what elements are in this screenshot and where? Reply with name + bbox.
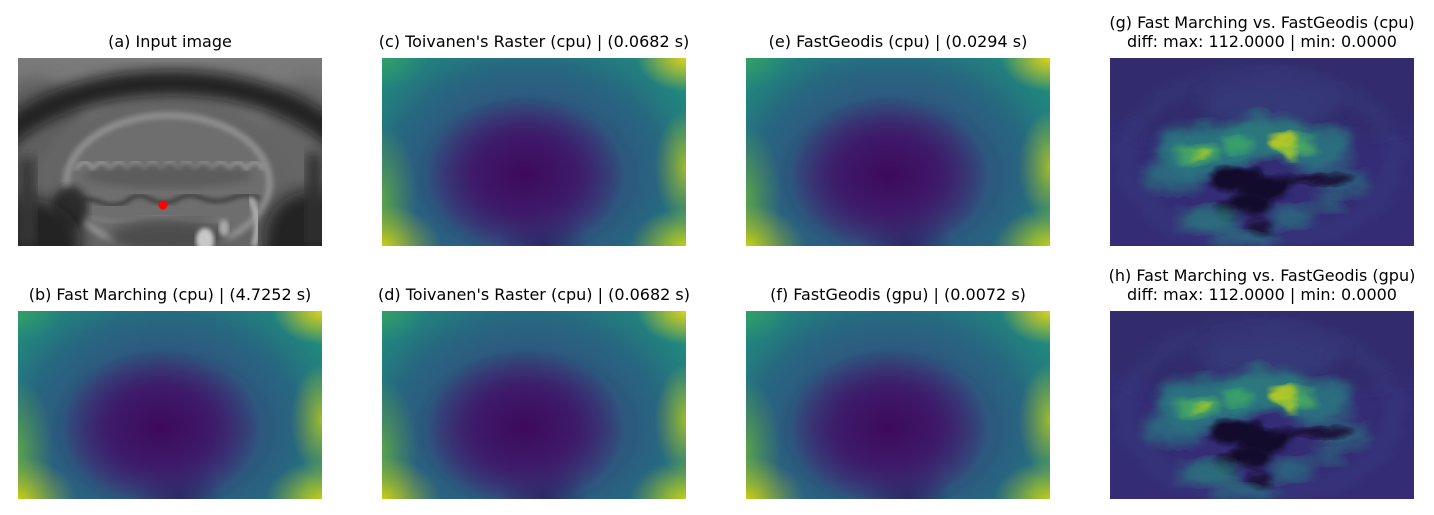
subplot-a-title-line: (a) Input image — [108, 32, 232, 51]
subplot-d: (d) Toivanen's Raster (cpu) | (0.0682 s) — [378, 285, 690, 499]
subplot-b: (b) Fast Marching (cpu) | (4.7252 s) — [18, 285, 322, 499]
subplot-g-title: (g) Fast Marching vs. FastGeodis (cpu) d… — [1109, 13, 1414, 51]
subplot-d-title: (d) Toivanen's Raster (cpu) | (0.0682 s) — [378, 285, 690, 304]
distance-map-gradient — [746, 311, 1050, 499]
subplot-f-title: (f) FastGeodis (gpu) | (0.0072 s) — [770, 285, 1026, 304]
subplot-e: (e) FastGeodis (cpu) | (0.0294 s) — [746, 32, 1050, 246]
subplot-c: (c) Toivanen's Raster (cpu) | (0.0682 s) — [379, 32, 689, 246]
distance-map-image — [746, 58, 1050, 246]
subplot-h: (h) Fast Marching vs. FastGeodis (gpu) d… — [1109, 266, 1415, 499]
subplot-g: (g) Fast Marching vs. FastGeodis (cpu) d… — [1109, 13, 1415, 246]
distance-map-gradient — [18, 311, 322, 499]
distance-map-image — [18, 311, 322, 499]
subplot-c-title: (c) Toivanen's Raster (cpu) | (0.0682 s) — [379, 32, 690, 51]
distance-map-image — [382, 311, 686, 499]
diff-map-image — [1110, 58, 1414, 246]
subplot-e-title-line: (e) FastGeodis (cpu) | (0.0294 s) — [768, 32, 1028, 51]
subplot-f-title-line: (f) FastGeodis (gpu) | (0.0072 s) — [770, 285, 1026, 304]
distance-map-gradient — [382, 311, 686, 499]
distance-map-gradient — [746, 58, 1050, 246]
subplot-h-title-line2: diff: max: 112.0000 | min: 0.0000 — [1127, 285, 1397, 304]
subplot-c-title-line: (c) Toivanen's Raster (cpu) | (0.0682 s) — [378, 32, 690, 51]
seed-marker — [158, 200, 168, 210]
subplot-b-title-line: (b) Fast Marching (cpu) | (4.7252 s) — [28, 285, 312, 304]
distance-map-gradient — [382, 58, 686, 246]
diff-map-image — [1110, 311, 1414, 499]
subplot-g-title-line2: diff: max: 112.0000 | min: 0.0000 — [1127, 32, 1397, 51]
subplot-e-title: (e) FastGeodis (cpu) | (0.0294 s) — [769, 32, 1028, 51]
subplot-b-title: (b) Fast Marching (cpu) | (4.7252 s) — [29, 285, 312, 304]
mri-image — [18, 58, 322, 246]
distance-map-image — [746, 311, 1050, 499]
subplot-h-title: (h) Fast Marching vs. FastGeodis (gpu) d… — [1109, 266, 1416, 304]
subplot-g-title-line1: (g) Fast Marching vs. FastGeodis (cpu) — [1109, 13, 1415, 32]
subplot-d-title-line: (d) Toivanen's Raster (cpu) | (0.0682 s) — [378, 285, 690, 304]
subplot-h-title-line1: (h) Fast Marching vs. FastGeodis (gpu) — [1108, 266, 1416, 285]
subplot-a: (a) Input image — [18, 32, 322, 246]
subplot-f: (f) FastGeodis (gpu) | (0.0072 s) — [746, 285, 1050, 499]
distance-map-image — [382, 58, 686, 246]
subplot-a-title: (a) Input image — [108, 32, 232, 51]
